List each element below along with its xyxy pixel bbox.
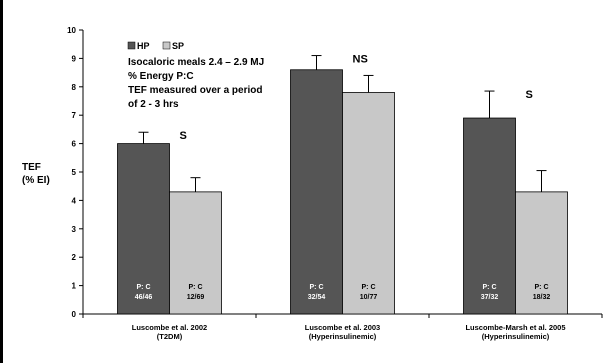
annotation-line-2: % Energy P:C [128,71,194,82]
y-tick-label: 2 [72,253,77,262]
legend-swatch-hp [127,41,136,50]
x-category-sublabel: (T2DM) [157,332,183,341]
bar-sp [169,191,222,315]
x-category-label: Luscombe et al. 2002 [132,323,207,332]
y-tick-label: 4 [72,196,77,205]
annotation-line-1: Isocaloric meals 2.4 – 2.9 MJ [128,57,264,68]
legend-label-hp: HP [137,41,150,51]
bar-hp [117,143,170,315]
significance-label: S [180,130,187,142]
bar-sp [342,92,395,315]
x-category-sublabel: (Hyperinsulinemic) [309,332,377,341]
y-tick-label: 5 [72,168,77,177]
y-axis-label-line2: (% EI) [22,175,50,186]
bar-label-ratio-title: P: C [483,284,497,291]
annotation-block: Isocaloric meals 2.4 – 2.9 MJ % Energy P… [128,57,264,110]
y-tick-label: 0 [72,310,77,319]
y-tick-label: 7 [72,111,77,120]
significance-label: S [526,89,533,101]
bar-hp [290,69,343,315]
bar-label-ratio-value: 18/32 [533,294,551,301]
bar-label-ratio-value: 32/54 [308,294,326,301]
bar-sp [515,191,568,315]
annotation-line-4: of 2 - 3 hrs [128,99,179,110]
bar-label-ratio-title: P: C [362,284,376,291]
legend-label-sp: SP [172,41,184,51]
y-tick-label: 10 [67,26,76,35]
x-category-label: Luscombe-Marsh et al. 2005 [465,323,565,332]
y-tick-label: 1 [72,282,77,291]
y-axis-label-line1: TEF [22,162,41,173]
y-tick-label: 9 [72,54,77,63]
x-category-sublabel: (Hyperinsulinemic) [482,332,550,341]
bar-label-ratio-value: 10/77 [360,294,378,301]
bar-label-ratio-title: P: C [310,284,324,291]
significance-label: NS [353,54,368,66]
y-tick-label: 3 [72,225,77,234]
annotation-line-3: TEF measured over a period [128,85,263,96]
bar-label-ratio-title: P: C [535,284,549,291]
legend: HP SP [127,41,184,51]
legend-swatch-sp [162,41,171,50]
bar-label-ratio-value: 46/46 [135,294,153,301]
bars [117,55,568,315]
bar-label-ratio-value: 12/69 [187,294,205,301]
y-tick-label: 8 [72,83,77,92]
bar-label-ratio-value: 37/32 [481,294,499,301]
bar-label-ratio-title: P: C [189,284,203,291]
bar-label-ratio-title: P: C [137,284,151,291]
x-category-label: Luscombe et al. 2003 [305,323,380,332]
y-tick-label: 6 [72,140,77,149]
